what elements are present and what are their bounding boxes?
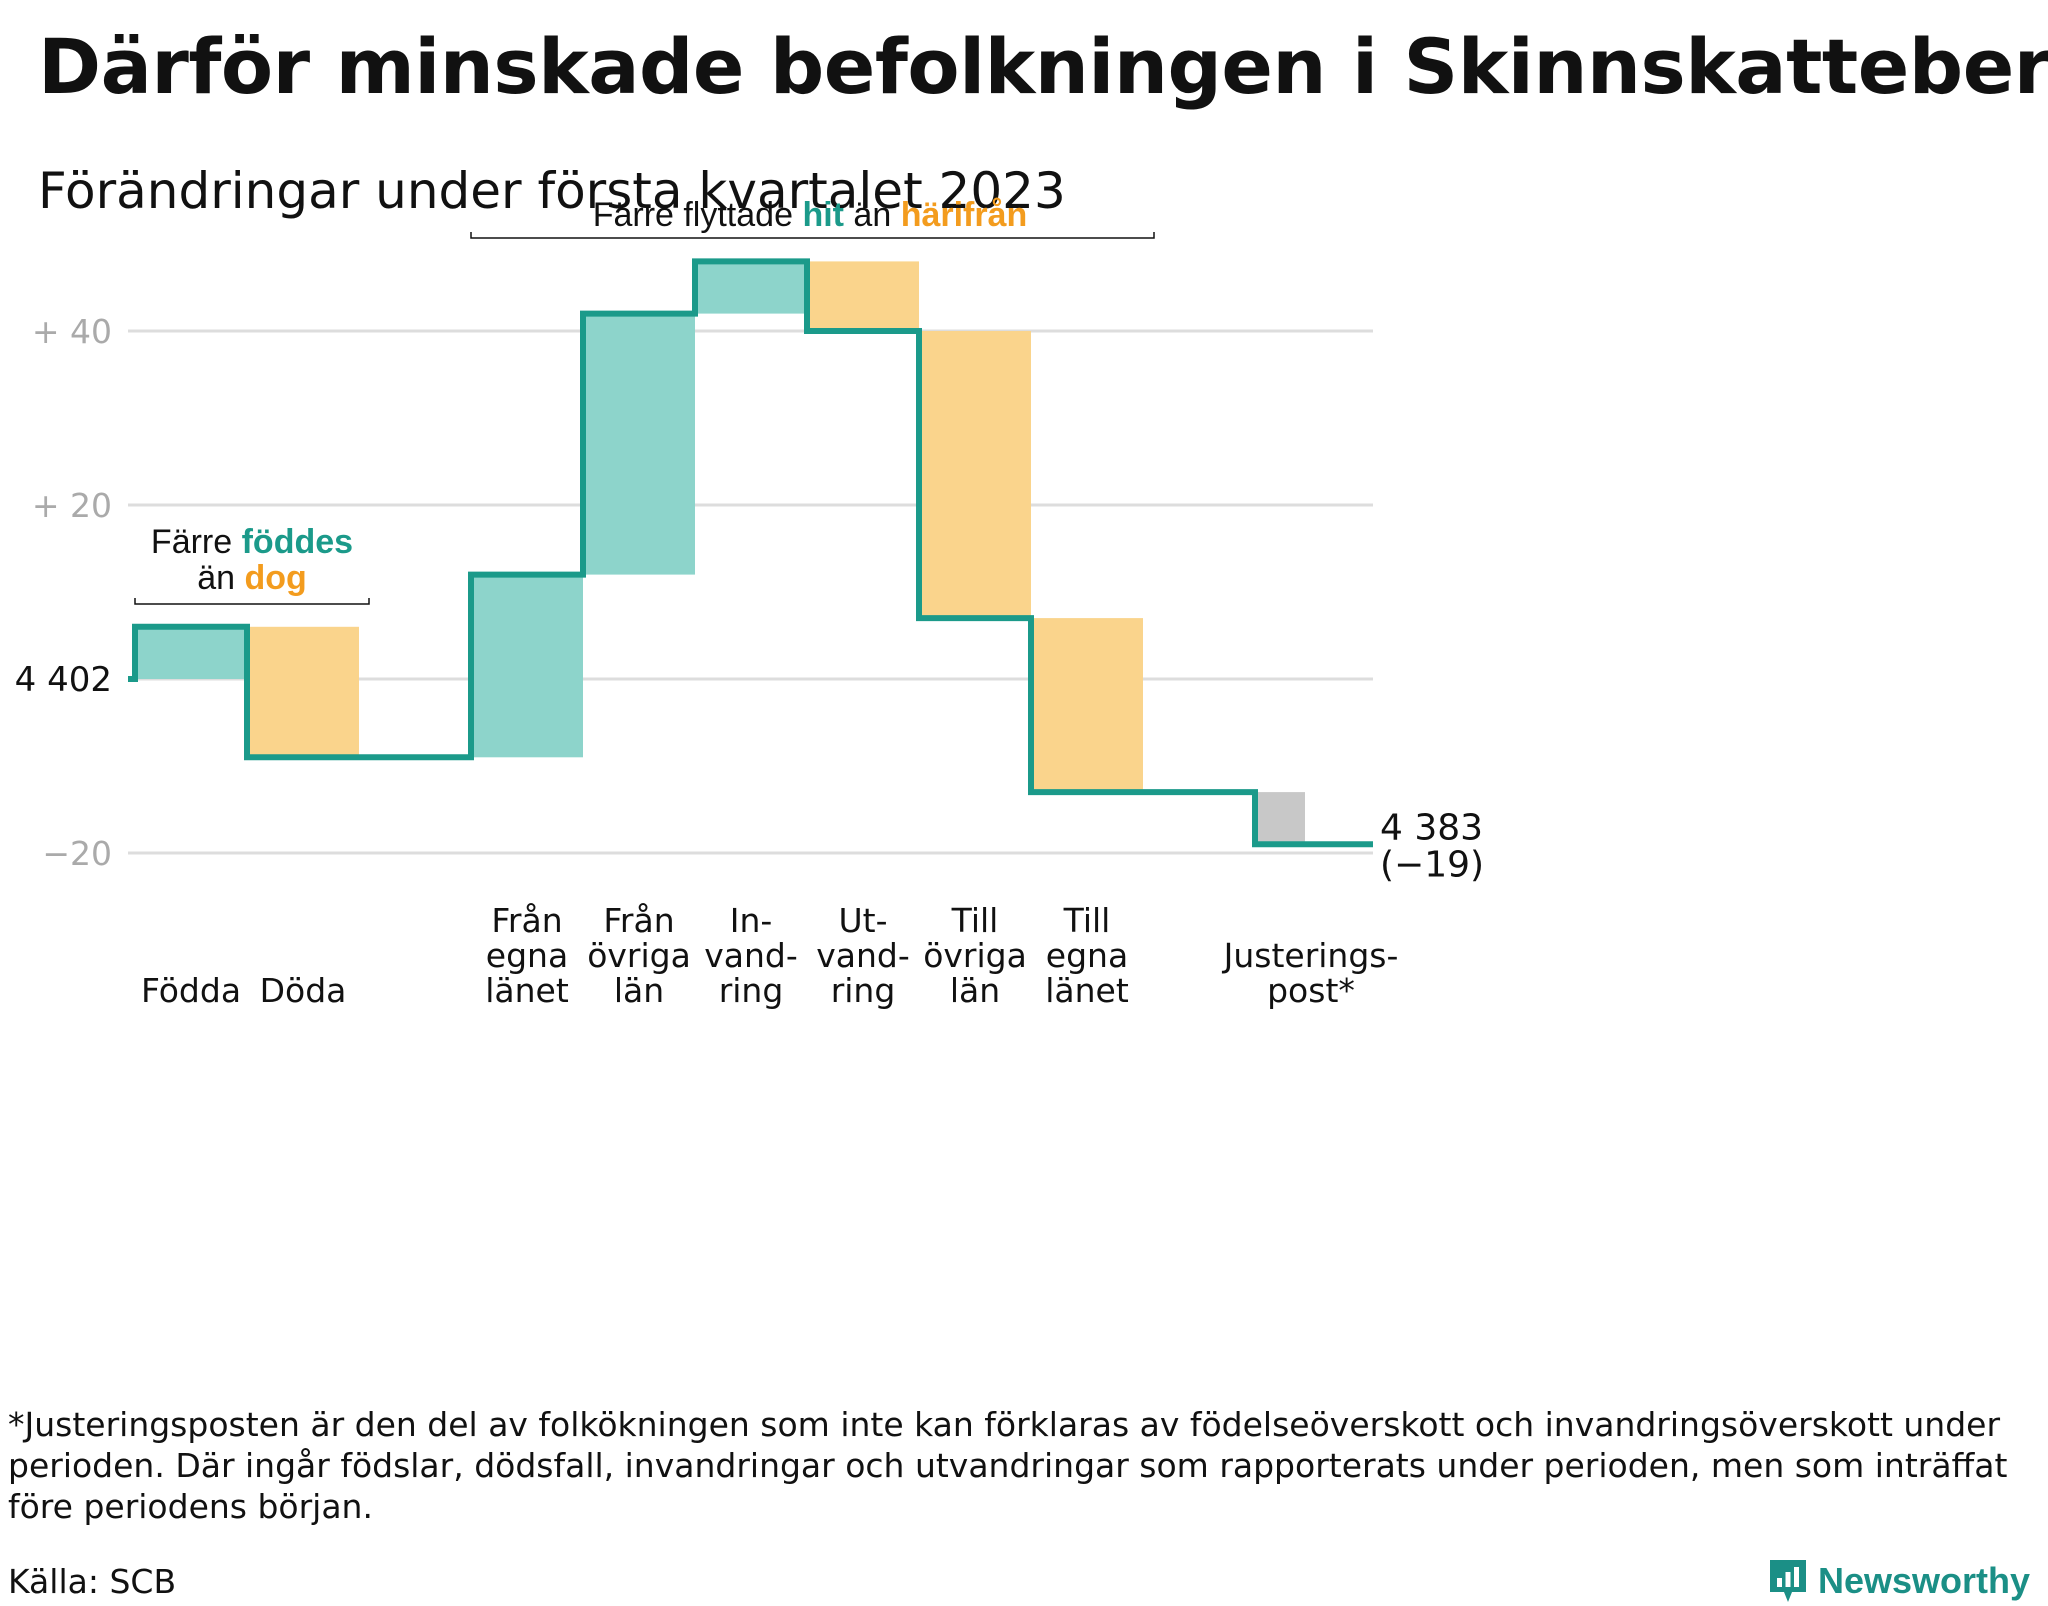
running-total-path bbox=[128, 258, 1373, 848]
annotation-births-line1: Färre föddes bbox=[151, 523, 353, 561]
bar-fran-ovriga-lan bbox=[583, 313, 695, 575]
annotation-births-line1-part: Färre bbox=[151, 523, 242, 561]
annotation-migration: Färre flyttade hit än härifrån bbox=[593, 196, 1028, 234]
annotation-migration-part: hit bbox=[802, 196, 844, 234]
bar-utvandring bbox=[807, 261, 919, 331]
category-label-fran-egna-lanet: egna bbox=[486, 936, 568, 975]
chart-subtitle: Förändringar under första kvartalet 2023 bbox=[38, 162, 1066, 220]
annotation-births-line2-part: än bbox=[197, 559, 244, 597]
step-bars bbox=[135, 261, 1305, 845]
category-label-utvandring: Ut- bbox=[838, 901, 887, 940]
start-value-label: 4 402 bbox=[15, 660, 112, 700]
bar-till-ovriga-lan bbox=[919, 331, 1031, 619]
bar-doda bbox=[247, 626, 359, 758]
category-label-till-egna-lanet: länet bbox=[1045, 971, 1129, 1010]
category-label-till-ovriga-lan: övriga bbox=[923, 936, 1027, 975]
category-label-justeringspost: post* bbox=[1267, 971, 1355, 1010]
bar-fodda bbox=[135, 626, 247, 679]
category-label-till-egna-lanet: egna bbox=[1046, 936, 1128, 975]
y-tick-label: −20 bbox=[42, 834, 112, 873]
bar-justeringspost bbox=[1255, 792, 1305, 845]
annotation-births-line2-part: dog bbox=[244, 559, 306, 597]
end-change-label: (−19) bbox=[1380, 844, 1484, 885]
category-label-fran-ovriga-lan: län bbox=[614, 971, 664, 1010]
annotation-births-line2: än dog bbox=[197, 559, 307, 597]
category-label-fran-ovriga-lan: övriga bbox=[587, 936, 691, 975]
bar-till-egna-lanet bbox=[1031, 618, 1143, 793]
annotation-births-line1-part: föddes bbox=[242, 523, 353, 561]
category-label-till-ovriga-lan: län bbox=[950, 971, 1000, 1010]
running-total-line bbox=[128, 258, 1373, 848]
category-label-utvandring: ring bbox=[831, 971, 896, 1010]
category-label-till-egna-lanet: Till bbox=[1063, 901, 1111, 940]
chart-title: Därför minskade befolkningen i Skinnskat… bbox=[38, 22, 2048, 111]
category-label-invandring: ring bbox=[719, 971, 784, 1010]
category-label-fodda: Födda bbox=[141, 971, 241, 1010]
category-label-utvandring: vand- bbox=[816, 936, 910, 975]
annotation-migration-part: Färre flyttade bbox=[593, 196, 803, 234]
category-labels: Födda DödaFrånegnalänetFrånövrigalänIn-va… bbox=[141, 807, 1484, 1010]
category-label-justeringspost: Justerings- bbox=[1222, 936, 1399, 975]
bracket-migration bbox=[470, 232, 1155, 239]
y-tick-label: + 20 bbox=[32, 486, 112, 525]
source-note: Källa: SCB bbox=[8, 1562, 177, 1601]
brand-name: Newsworthy bbox=[1818, 1560, 2031, 1601]
waterfall-chart: + 40+ 20−204 402 Födda DödaFrånegnalänetF… bbox=[15, 196, 1484, 1010]
category-label-invandring: In- bbox=[730, 901, 773, 940]
bracket-births bbox=[134, 598, 370, 605]
annotation-migration-part: än bbox=[844, 196, 901, 234]
y-tick-label: + 40 bbox=[32, 312, 112, 351]
footnote: *Justeringsposten är den del av folkökni… bbox=[8, 1405, 2008, 1526]
category-label-till-ovriga-lan: Till bbox=[951, 901, 999, 940]
category-label-invandring: vand- bbox=[704, 936, 798, 975]
bar-fran-egna-lanet bbox=[471, 574, 583, 758]
bar-invandring bbox=[695, 261, 807, 314]
end-value-label: 4 383 bbox=[1380, 807, 1483, 848]
annotation-migration-part: härifrån bbox=[901, 196, 1028, 234]
category-label-fran-egna-lanet: Från bbox=[491, 901, 562, 940]
category-label-doda: Döda bbox=[260, 971, 347, 1010]
brand-logo: Newsworthy bbox=[1768, 1556, 2030, 1606]
category-label-fran-ovriga-lan: Från bbox=[603, 901, 674, 940]
category-label-fran-egna-lanet: länet bbox=[485, 971, 569, 1010]
newsworthy-logo-icon bbox=[1770, 1560, 1806, 1602]
